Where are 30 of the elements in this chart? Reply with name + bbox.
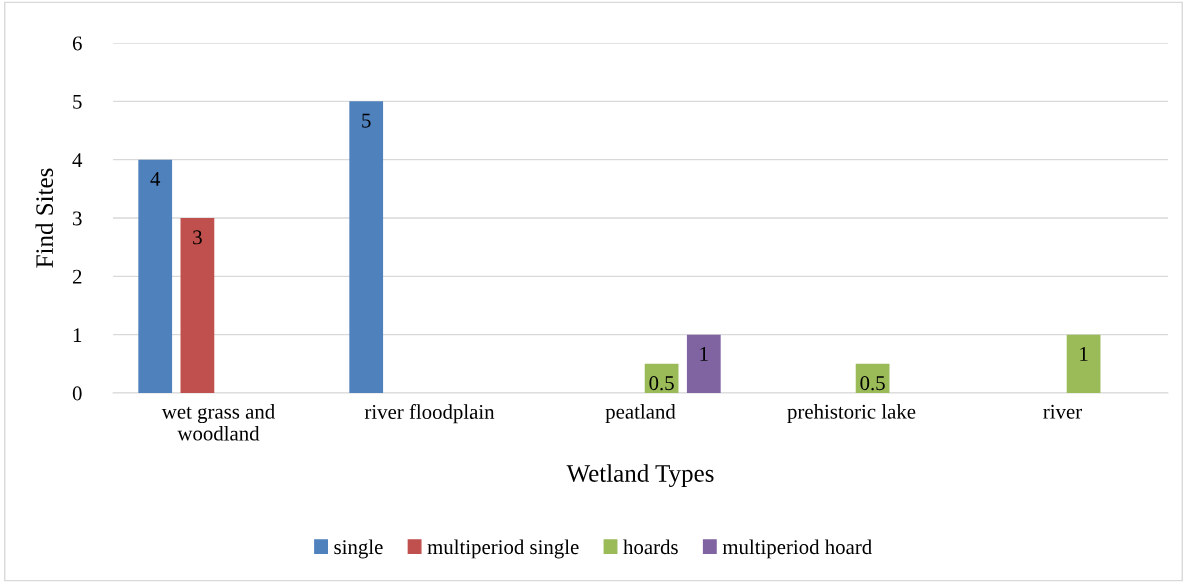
y-tick-label: 2: [72, 269, 82, 284]
bar: [1066, 334, 1101, 393]
y-tick-label: 1: [73, 328, 82, 342]
y-axis-title: Find Sites: [35, 168, 54, 268]
legend-label: hoards: [623, 539, 678, 555]
bar: [138, 159, 173, 393]
x-tick-label: river floodplain: [364, 404, 495, 424]
bar: [349, 101, 384, 393]
data-label: 4: [150, 172, 161, 186]
legend-label: multiperiod hoard: [722, 539, 872, 559]
bar: [686, 334, 721, 393]
y-tick-label: 4: [72, 153, 83, 167]
y-tick-label: 3: [73, 211, 82, 226]
y-tick-label: 0: [72, 386, 82, 401]
legend-label: multiperiod single: [427, 539, 579, 559]
y-tick-label: 6: [72, 36, 82, 51]
x-tick-label: river: [1043, 404, 1082, 419]
x-axis-title: Wetland Types: [566, 464, 714, 488]
data-label: 1: [700, 347, 708, 361]
x-tick-label: prehistoric lake: [787, 404, 916, 423]
x-tick-label: wet grass and woodland: [161, 404, 275, 441]
y-tick-label: 5: [73, 94, 82, 109]
data-label: 3: [193, 230, 202, 245]
data-label: 5: [362, 113, 371, 128]
data-label: 0.5: [649, 376, 674, 391]
legend-label: single: [334, 539, 383, 559]
x-tick-label: peatland: [605, 404, 676, 423]
data-label: 0.5: [860, 376, 885, 391]
bar: [180, 218, 215, 393]
data-label: 1: [1080, 347, 1088, 361]
